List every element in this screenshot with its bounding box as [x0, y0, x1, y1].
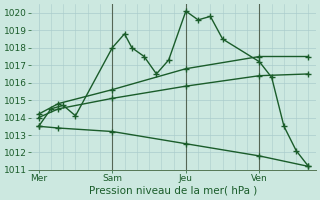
- X-axis label: Pression niveau de la mer( hPa ): Pression niveau de la mer( hPa ): [90, 186, 258, 196]
